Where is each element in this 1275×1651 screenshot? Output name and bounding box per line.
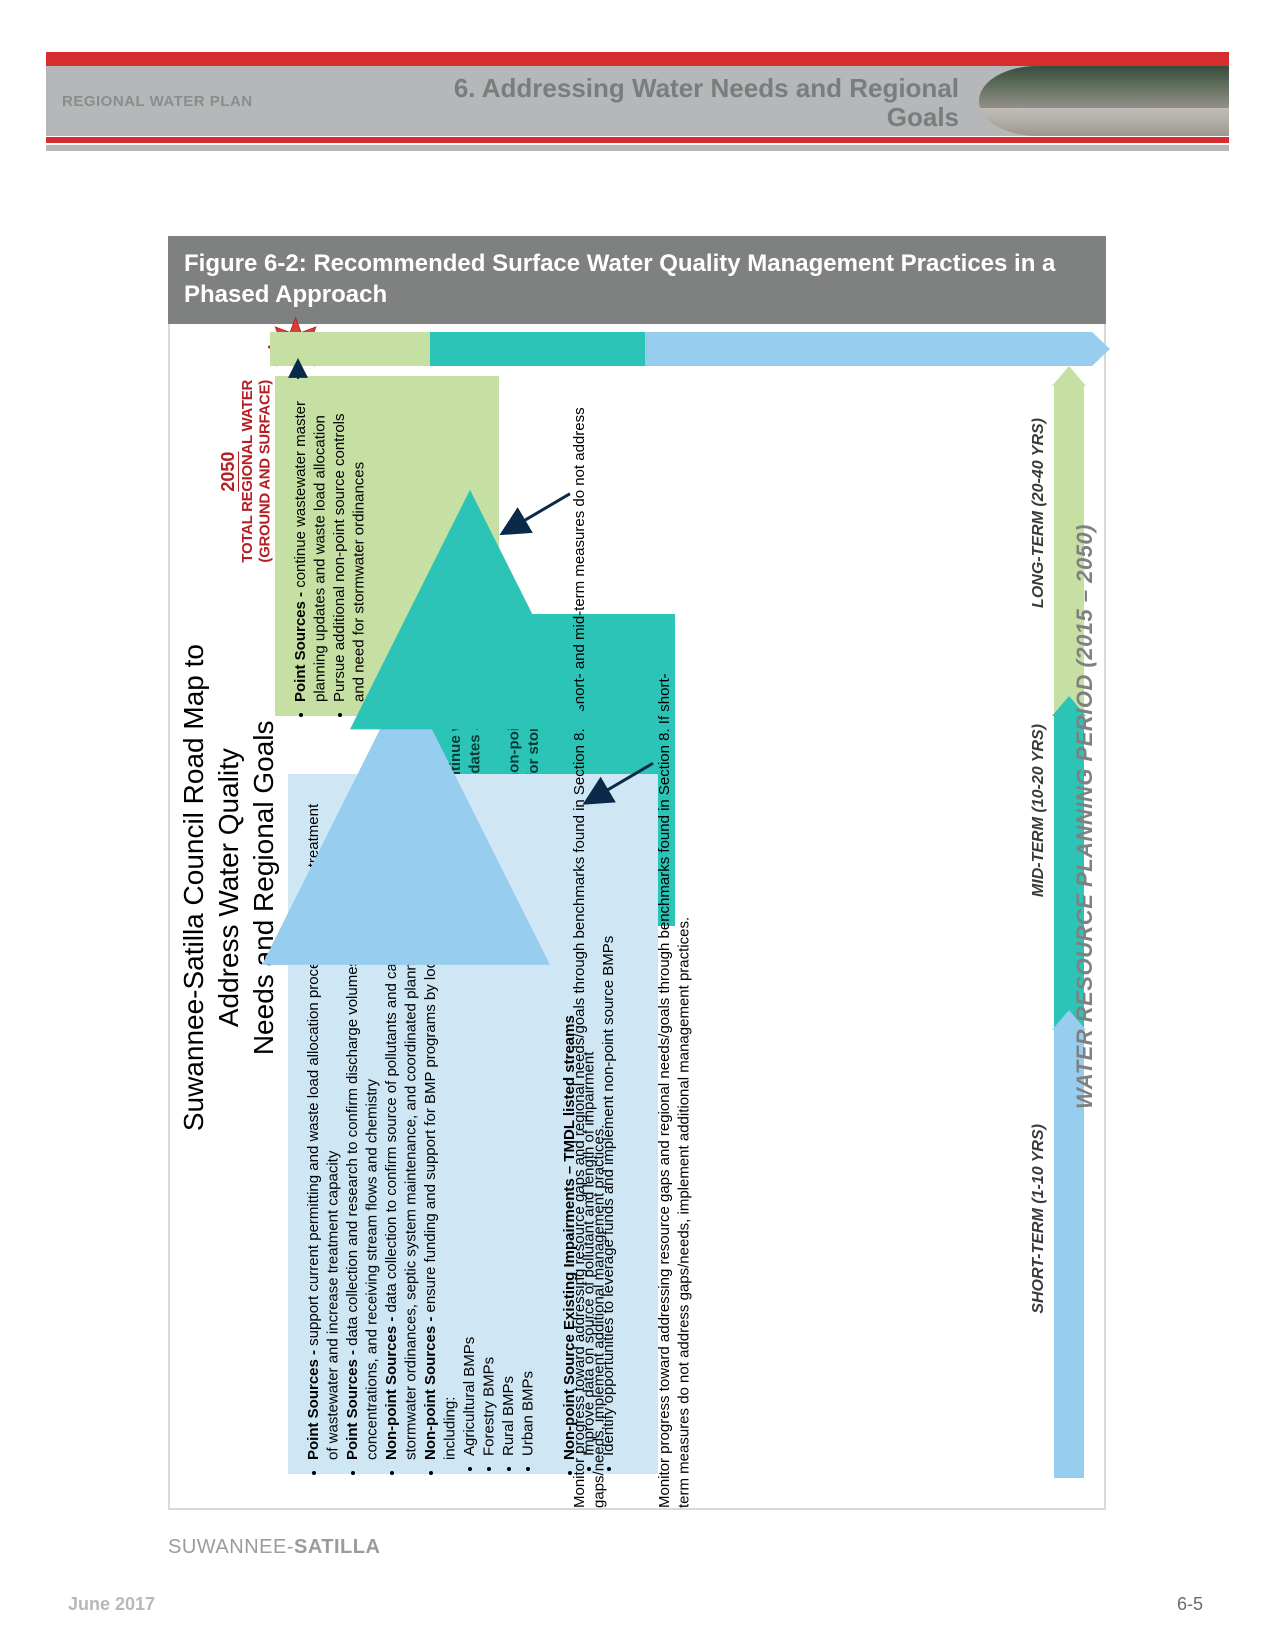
strip-seg-midterm — [430, 332, 645, 366]
header-thin-grey — [46, 145, 1229, 151]
monitor-text-2: Monitor progress toward addressing resou… — [655, 664, 868, 1508]
bmp-forestry: Forestry BMPs — [480, 804, 500, 1456]
box-short-item4: Non-point Sources - ensure funding and s… — [421, 796, 560, 1460]
figure-body: 2050 TOTAL REGIONAL WATER (GROUND AND SU… — [168, 324, 1106, 1510]
box-long-item1: Point Sources - continue wastewater mast… — [291, 398, 330, 702]
brand-bold: SATILLA — [294, 1536, 380, 1558]
chapter-title-line2: Goals — [887, 102, 959, 132]
roadmap-title: Suwannee-Satilla Council Road Map to Add… — [176, 644, 281, 1131]
bmp-urban: Urban BMPs — [519, 804, 539, 1456]
timeline-strip-top — [270, 332, 1092, 366]
target-line2: (GROUND AND SURFACE) — [256, 380, 273, 563]
roadmap-title-l1: Suwannee-Satilla Council Road Map to — [178, 644, 209, 1131]
target-year: 2050 — [218, 380, 239, 563]
footer-page-number: 6-5 — [1177, 1594, 1203, 1615]
strip-seg-longterm — [270, 332, 430, 366]
footer-brand: SUWANNEE-SATILLA — [168, 1536, 380, 1559]
box-short-item1: Point Sources - support current permitti… — [304, 796, 343, 1460]
page-header: REGIONAL WATER PLAN 6. Addressing Water … — [46, 52, 1229, 151]
planning-period-label: WATER RESOURCE PLANNING PERIOD (2015 – 2… — [1072, 524, 1098, 1109]
box-short-item2: Point Sources - data collection and rese… — [343, 796, 382, 1460]
figure-title: Figure 6-2: Recommended Surface Water Qu… — [168, 236, 1106, 324]
bmp-rural: Rural BMPs — [499, 804, 519, 1456]
box-short-item3: Non-point Sources - data collection to c… — [382, 796, 421, 1460]
label-long-term: LONG-TERM (20-40 YRS) — [1030, 418, 1048, 608]
header-grey-bar: REGIONAL WATER PLAN 6. Addressing Water … — [46, 66, 1229, 136]
header-red-bar — [46, 52, 1229, 66]
strip-seg-shortterm — [645, 332, 1092, 366]
bmp-agricultural: Agricultural BMPs — [460, 804, 480, 1456]
target-line1: TOTAL REGIONAL WATER — [239, 380, 256, 563]
header-red-underline — [46, 137, 1229, 143]
figure-6-2: Figure 6-2: Recommended Surface Water Qu… — [168, 236, 1106, 1506]
roadmap-title-l3: Needs and Regional Goals — [248, 721, 279, 1056]
header-left-label: REGIONAL WATER PLAN — [62, 93, 253, 110]
header-photo — [979, 66, 1229, 136]
roadmap-title-l2: Address Water Quality — [213, 748, 244, 1027]
chapter-title-line1: 6. Addressing Water Needs and Regional — [454, 73, 959, 103]
footer-date: June 2017 — [68, 1594, 155, 1615]
box-long-item2: Pursue additional non-point source contr… — [330, 398, 369, 702]
label-mid-term: MID-TERM (10-20 YRS) — [1030, 724, 1048, 897]
chapter-title: 6. Addressing Water Needs and Regional G… — [399, 74, 959, 131]
brand-light: SUWANNEE- — [168, 1536, 294, 1558]
label-short-term: SHORT-TERM (1-10 YRS) — [1030, 1124, 1048, 1314]
